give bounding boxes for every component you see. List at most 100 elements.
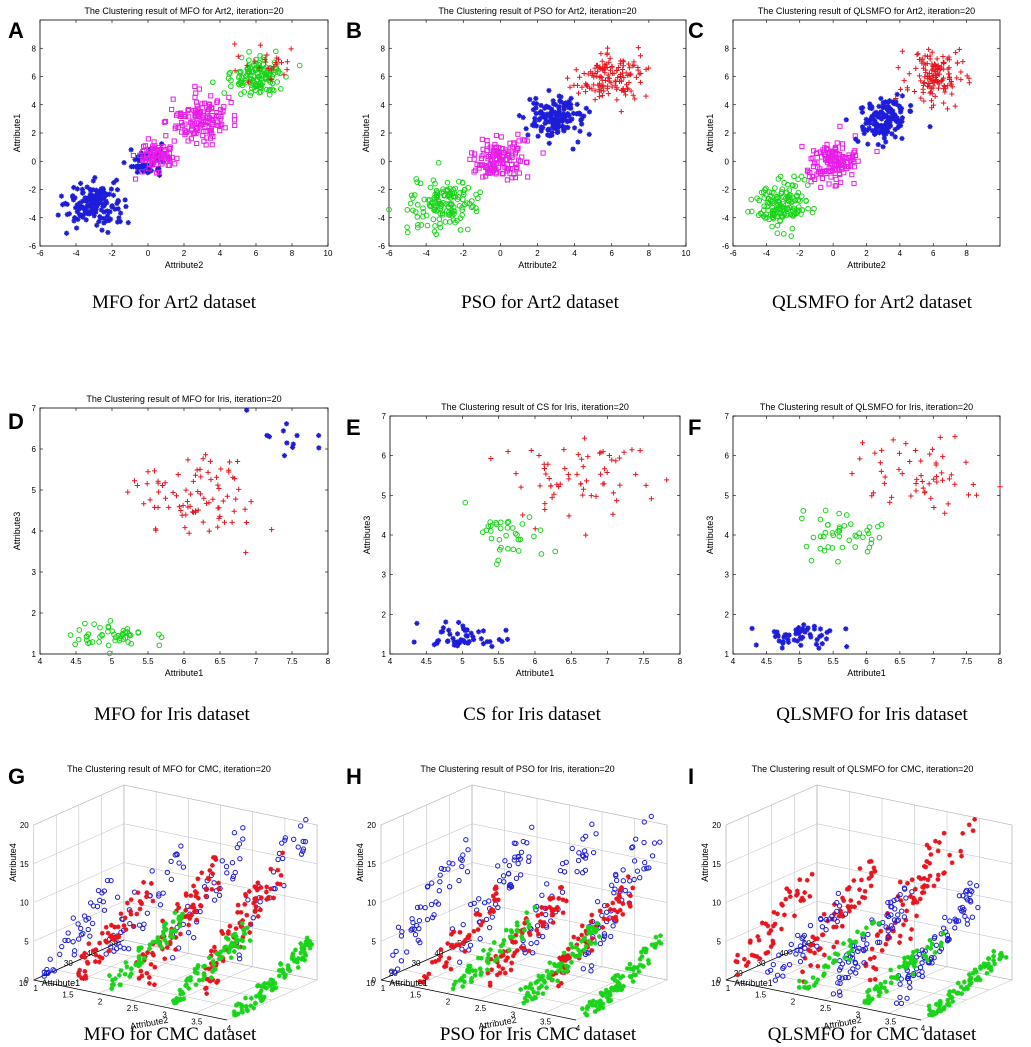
data-point	[786, 198, 792, 205]
data-point	[143, 152, 150, 158]
data-point	[253, 884, 259, 890]
data-point	[99, 631, 105, 638]
data-point	[899, 908, 905, 914]
data-point	[798, 898, 804, 904]
data-point	[240, 825, 246, 831]
data-point	[609, 457, 615, 463]
data-point	[147, 167, 153, 173]
data-point	[178, 843, 184, 849]
data-point	[947, 918, 953, 924]
data-point	[229, 519, 235, 526]
data-point	[513, 166, 520, 172]
data-point	[920, 82, 927, 88]
x-tick-label: -2	[460, 249, 468, 258]
data-point	[232, 943, 238, 948]
data-point	[586, 109, 593, 115]
data-point	[92, 208, 98, 215]
y-tick-label: -2	[378, 186, 386, 195]
data-point	[110, 192, 117, 198]
data-point	[206, 528, 212, 534]
data-point	[770, 215, 777, 222]
data-point	[543, 471, 549, 477]
data-point	[821, 169, 828, 175]
data-point	[500, 966, 506, 972]
data-point	[540, 125, 546, 131]
data-point	[850, 966, 856, 972]
data-point	[184, 982, 189, 988]
data-point	[72, 215, 78, 221]
data-point	[864, 941, 870, 947]
data-point	[564, 956, 570, 962]
data-point	[201, 138, 207, 144]
data-point	[541, 465, 548, 472]
data-point	[788, 199, 795, 206]
data-point	[896, 964, 902, 970]
data-point	[197, 108, 203, 114]
data-point	[465, 847, 471, 853]
data-point	[255, 913, 261, 919]
data-point	[141, 143, 147, 150]
data-point	[465, 184, 472, 191]
data-point	[200, 114, 206, 120]
data-point	[964, 917, 970, 923]
data-point	[480, 628, 487, 634]
data-point	[515, 548, 522, 554]
data-point	[604, 45, 611, 51]
data-point	[887, 106, 893, 112]
data-point	[497, 157, 503, 163]
x-tick-label: 6	[610, 249, 615, 258]
data-point	[944, 106, 951, 112]
data-point	[147, 946, 152, 952]
data-point	[186, 530, 192, 536]
data-point	[775, 633, 781, 639]
data-point	[124, 964, 130, 970]
data-point	[916, 73, 923, 79]
data-point	[554, 115, 560, 121]
data-point	[253, 56, 259, 63]
data-point	[557, 481, 563, 487]
data-point	[609, 70, 615, 77]
data-point	[215, 951, 221, 957]
data-point	[808, 156, 814, 162]
data-point	[534, 923, 541, 929]
data-point	[216, 485, 222, 492]
data-point	[496, 536, 503, 543]
data-point	[579, 84, 585, 90]
data-point	[136, 922, 143, 928]
data-point	[835, 528, 841, 534]
data-point	[524, 918, 530, 924]
panel-caption: QLSMFO for Iris dataset	[776, 704, 968, 725]
data-point	[217, 128, 223, 134]
data-point	[233, 496, 239, 502]
y-tick-label: 0	[32, 157, 37, 166]
data-point	[247, 938, 253, 943]
data-point	[883, 113, 889, 119]
data-point	[774, 230, 781, 237]
data-point	[404, 207, 411, 213]
data-point	[566, 476, 572, 482]
data-point	[492, 901, 499, 907]
data-point	[194, 120, 200, 126]
data-point	[846, 537, 853, 544]
x-tick-label: 6	[533, 657, 538, 666]
data-point	[440, 199, 447, 206]
data-point	[440, 186, 446, 193]
cluster-blue	[749, 622, 850, 651]
data-point	[206, 500, 212, 506]
data-point	[633, 836, 639, 842]
chart-title: The Clustering result of MFO for Art2, i…	[84, 6, 283, 16]
data-point	[839, 141, 846, 147]
data-point	[74, 209, 80, 215]
data-point	[817, 626, 824, 632]
data-point	[579, 456, 585, 462]
y-tick-label: 8	[32, 44, 37, 53]
data-point	[941, 83, 947, 89]
data-point	[880, 144, 886, 150]
data-point	[535, 913, 541, 918]
data-point	[836, 510, 842, 517]
data-point	[884, 988, 889, 994]
data-point	[579, 121, 585, 127]
data-point	[810, 975, 816, 981]
data-point	[892, 113, 898, 119]
